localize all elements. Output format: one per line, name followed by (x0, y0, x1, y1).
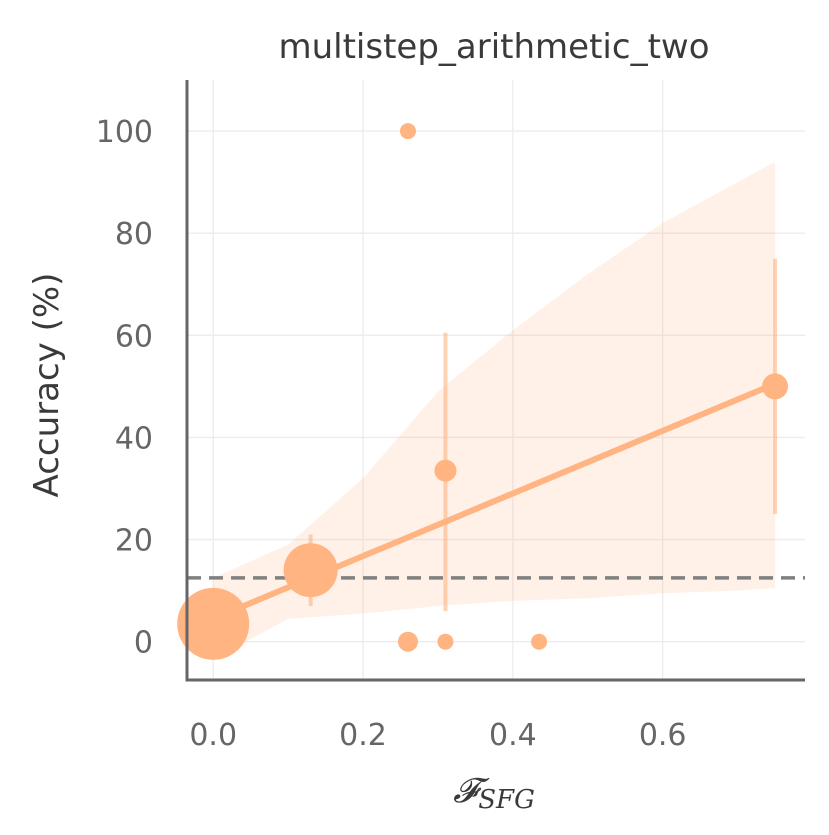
confidence-band (213, 161, 776, 660)
y-tick-label: 80 (115, 217, 153, 252)
data-point (531, 633, 548, 650)
y-tick-label: 20 (115, 524, 153, 559)
data-point (437, 633, 454, 650)
data-point (399, 123, 416, 140)
y-tick-label: 40 (115, 421, 153, 456)
y-tick-label: 0 (134, 626, 153, 661)
x-tick-labels: 0.0 0.2 0.4 0.6 (189, 718, 686, 753)
data-point (762, 373, 789, 400)
chart-title: multistep_arithmetic_two (278, 27, 709, 67)
data-point (397, 631, 418, 652)
y-tick-label: 60 (115, 319, 153, 354)
data-point (177, 587, 250, 660)
data-point (434, 459, 457, 482)
x-axis-label-subscript: SFG (478, 785, 535, 815)
x-tick-label: 0.0 (189, 718, 237, 753)
grid-lines (187, 80, 805, 680)
data-point (283, 543, 338, 598)
x-tick-label: 0.2 (339, 718, 387, 753)
x-axis-label: 𝓕SFG (453, 771, 535, 815)
x-tick-label: 0.4 (489, 718, 537, 753)
y-tick-label: 100 (96, 115, 153, 150)
data-points (177, 123, 789, 660)
y-tick-labels: 0 20 40 60 80 100 (96, 115, 153, 661)
x-tick-label: 0.6 (639, 718, 687, 753)
y-axis-label: Accuracy (%) (27, 273, 67, 498)
